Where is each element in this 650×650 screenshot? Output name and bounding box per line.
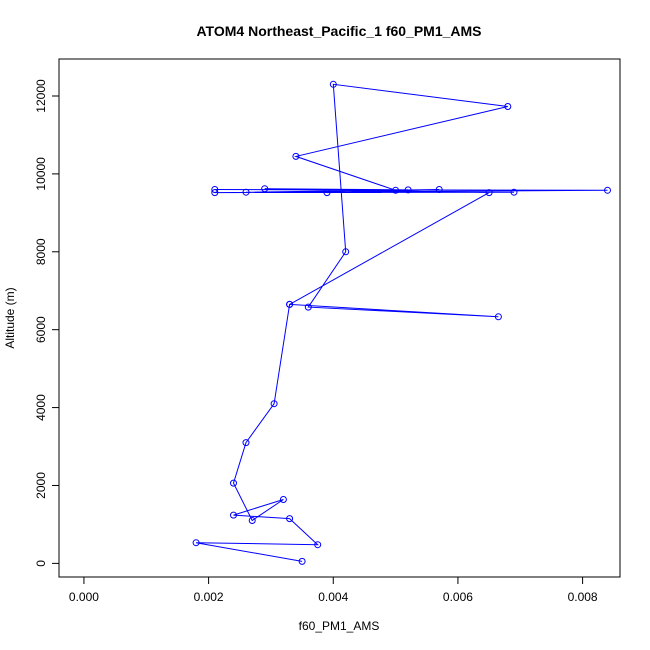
data-point [329,80,337,88]
data-point [292,152,300,160]
flight-path-line [196,83,608,562]
data-point [485,189,493,197]
data-point [604,186,611,194]
x-tick-label: 0.006 [443,590,473,604]
data-point [404,186,412,194]
x-tick-label: 0.008 [568,590,598,604]
x-tick-label: 0.002 [194,590,224,604]
data-point [230,479,237,487]
data-point [211,189,219,197]
data-point [298,557,306,565]
data-point [323,189,331,197]
data-point [494,313,502,321]
data-point [248,517,256,524]
data-point [392,186,400,194]
plot-frame [58,58,621,578]
data-point [270,400,278,408]
y-tick-label: 12000 [34,79,48,113]
y-tick-label: 10000 [34,157,48,191]
y-tick-label: 0 [34,560,48,567]
y-tick-label: 4000 [34,394,48,421]
data-point [510,188,518,196]
data-point [261,185,269,193]
data-point [242,439,250,447]
x-tick-label: 0.000 [69,590,99,604]
y-tick-label: 6000 [34,316,48,343]
y-tick-label: 8000 [34,238,48,265]
y-axis-label: Altitude (m) [3,287,17,348]
data-point [304,303,312,311]
data-point [435,186,443,193]
data-point [279,496,287,503]
data-point [230,511,237,519]
x-axis-label: f60_PM1_AMS [299,619,380,633]
y-axis: 0 2000 4000 6000 8000 10000 12000 [34,79,60,567]
data-point [342,248,350,256]
data-point [286,300,294,308]
y-tick-label: 2000 [34,472,48,499]
data-point [211,186,219,193]
x-axis: 0.000 0.002 0.004 0.006 0.008 [69,576,598,604]
data-point [242,188,250,196]
data-point [192,539,200,547]
data-point [314,541,322,549]
data-points [192,80,611,565]
data-point [286,515,294,523]
chart-title: ATOM4 Northeast_Pacific_1 f60_PM1_AMS [196,23,481,39]
data-series [196,83,608,562]
data-point [504,103,512,110]
x-tick-label: 0.004 [318,590,348,604]
